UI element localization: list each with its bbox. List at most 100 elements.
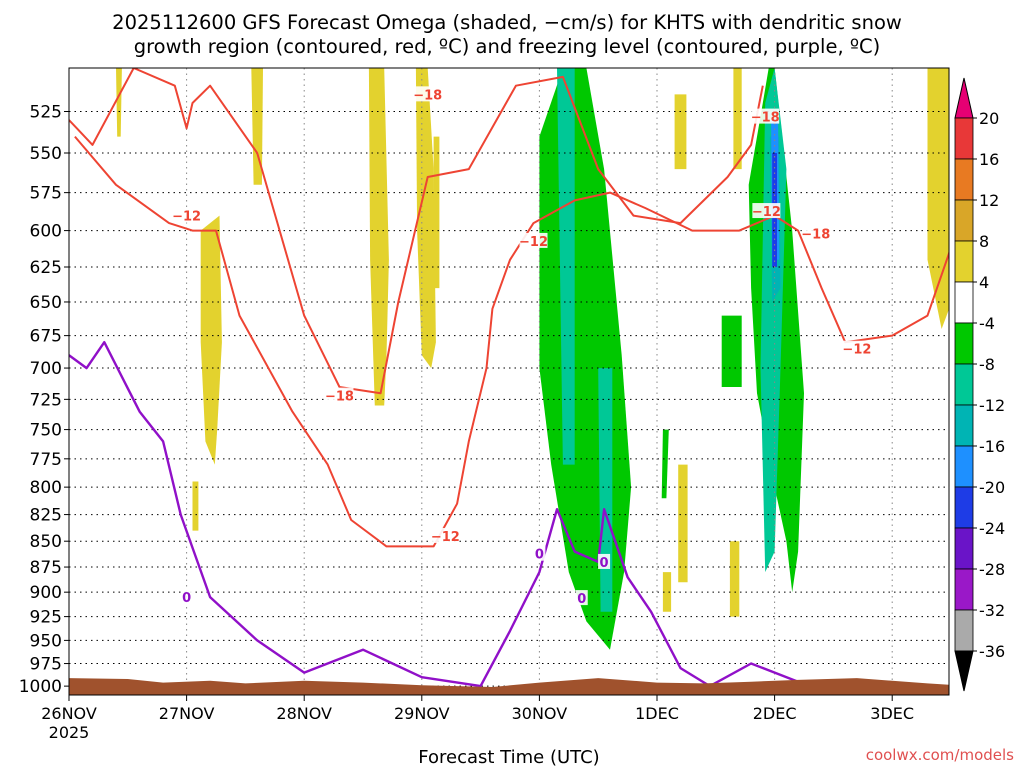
- contour-label: −18: [801, 228, 830, 243]
- y-tick-label: 825: [30, 506, 62, 526]
- colorbar-label: 16: [979, 150, 999, 169]
- omega-weak-yellow-8: [662, 572, 672, 612]
- plot-frame: [68, 67, 950, 696]
- contour-label: 0: [182, 591, 191, 606]
- contour-label: −18: [325, 390, 354, 405]
- omega-weak-yellow-1: [116, 68, 122, 137]
- contour-label-bg: [575, 590, 588, 606]
- contour-dgz-top-neg18: [69, 68, 764, 395]
- contour-label-bg: [325, 387, 354, 403]
- contour-label: −18: [413, 88, 442, 103]
- colorbar-label: -4: [979, 314, 995, 333]
- contour-label: −12: [431, 530, 460, 545]
- omega-weak-yellow-10: [678, 464, 688, 583]
- colorbar-swatch: [954, 568, 974, 611]
- y-tick-label: 675: [30, 327, 62, 347]
- y-tick-label: 625: [30, 258, 62, 278]
- x-tick-label: 29NOV: [394, 704, 450, 723]
- y-axis: 525 550 575 600 625 650 675 700 725 750 775 800 825 8…: [19, 103, 69, 697]
- colorbar-swatch: [954, 527, 974, 570]
- contour-label-bg: [801, 225, 830, 241]
- omega-up-green-3: [721, 315, 742, 387]
- colorbar-label: -28: [979, 560, 1005, 579]
- omega-weak-yellow-6: [415, 68, 436, 369]
- omega-weak-yellow-7: [433, 136, 440, 289]
- contour-label-bg: [533, 545, 546, 561]
- contour-dgz-bottom-neg12: [74, 135, 949, 548]
- y-tick-label: 850: [30, 532, 62, 552]
- y-tick-label: 650: [30, 293, 62, 313]
- colorbar-swatch: [954, 404, 974, 447]
- y-tick-label: 950: [30, 631, 62, 651]
- colorbar-swatch: [954, 609, 974, 652]
- colorbar-swatch: [954, 158, 974, 201]
- omega-weak-yellow-4: [192, 481, 199, 531]
- colorbar-label: -32: [979, 601, 1005, 620]
- x-tick-label: 30NOV: [512, 704, 568, 723]
- contour-label: −12: [172, 210, 201, 225]
- contour-label: 0: [535, 548, 544, 563]
- x-axis-title: Forecast Time (UTC): [418, 747, 599, 768]
- contour-label-bg: [752, 203, 781, 219]
- colorbar: 20 16 12 8 4 -4 -8 -12 -16 -20 -24 -28 -32 -36: [954, 77, 1005, 692]
- colorbar-label: 12: [979, 191, 999, 210]
- colorbar-label: 8: [979, 232, 989, 251]
- colorbar-bottom-arrow: [954, 650, 974, 692]
- y-tick-label: 550: [30, 144, 62, 164]
- colorbar-swatch: [954, 322, 974, 365]
- omega-up-teal-1: [557, 68, 575, 465]
- x-tick-label: 2DEC: [753, 704, 797, 723]
- contour-label: −12: [842, 343, 871, 358]
- contour-label: −18: [751, 111, 780, 126]
- omega-weak-yellow-2: [251, 68, 263, 185]
- y-tick-label: 800: [30, 478, 62, 498]
- colorbar-swatch: [954, 240, 974, 283]
- contour-label: 0: [577, 592, 586, 607]
- colorbar-label: -20: [979, 478, 1005, 497]
- contour-label: 0: [600, 556, 609, 571]
- colorbar-swatch: [954, 445, 974, 488]
- colorbar-label: -12: [979, 396, 1005, 415]
- contour-label-bg: [842, 340, 871, 356]
- omega-up-teal-2: [598, 368, 613, 612]
- omega-up-teal-3: [760, 68, 787, 573]
- terrain-surface: [69, 678, 949, 695]
- colorbar-swatch: [954, 486, 974, 529]
- omega-weak-yellow-13: [927, 68, 949, 329]
- colorbar-label: 20: [979, 109, 999, 128]
- colorbar-swatch: [954, 281, 974, 324]
- y-tick-label: 725: [30, 390, 62, 410]
- y-tick-label: 600: [30, 222, 62, 242]
- y-tick-label: 1000: [19, 677, 62, 697]
- contour-layer: −18 −18 −18 −18 −12 −12 −12 −12 −12 0 0 0 0: [69, 68, 949, 688]
- contour-label: −12: [752, 205, 781, 220]
- omega-shading-layer: [116, 68, 949, 650]
- colorbar-label: 4: [979, 273, 989, 292]
- contour-label-bg: [598, 553, 611, 569]
- x-tick-label: 3DEC: [870, 704, 914, 723]
- omega-up-green-2: [661, 429, 669, 499]
- contour-freezing-level-0: [69, 341, 822, 688]
- x-tick-label: 28NOV: [276, 704, 332, 723]
- plot-background: [69, 68, 949, 695]
- y-tick-label: 775: [30, 450, 62, 470]
- y-tick-label: 875: [30, 558, 62, 578]
- colorbar-top-arrow: [954, 77, 974, 119]
- y-tick-label: 900: [30, 583, 62, 603]
- omega-weak-yellow-9: [674, 94, 687, 170]
- credit-label: coolwx.com/models: [866, 746, 1014, 764]
- omega-weak-yellow-11: [729, 541, 740, 617]
- chart-title-line1: 2025112600 GFS Forecast Omega (shaded, −…: [112, 11, 902, 34]
- omega-weak-yellow-12: [733, 68, 742, 170]
- contour-label: −12: [519, 235, 548, 250]
- y-tick-label: 525: [30, 103, 62, 123]
- grid-layer: [69, 68, 949, 695]
- contour-label-bg: [180, 589, 193, 605]
- y-tick-label: 925: [30, 608, 62, 628]
- contour-label-bg: [172, 207, 201, 223]
- colorbar-swatch: [954, 363, 974, 406]
- x-tick-label: 27NOV: [159, 704, 215, 723]
- contour-label-bg: [751, 108, 780, 124]
- colorbar-swatch: [954, 199, 974, 242]
